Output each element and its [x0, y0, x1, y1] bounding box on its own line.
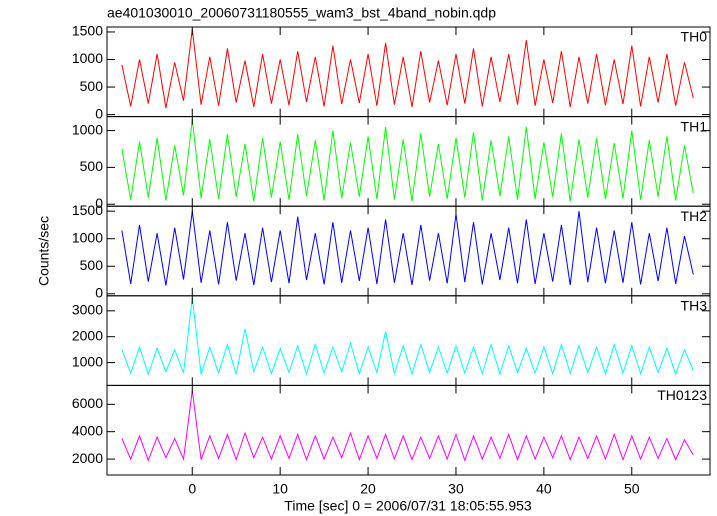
y-tick-label: 1500 [72, 23, 103, 39]
x-tick-label: 20 [360, 481, 376, 497]
chart-title: ae401030010_20060731180555_wam3_bst_4ban… [107, 5, 496, 21]
series-line [121, 211, 694, 286]
panel-label: TH1 [681, 118, 708, 134]
panel-label: TH3 [681, 298, 708, 314]
panel-frame [106, 384, 711, 476]
x-tick-label: 50 [624, 481, 640, 497]
y-tick-label: 2000 [72, 327, 103, 343]
y-tick-label: 1500 [72, 202, 103, 218]
y-tick-label: 3000 [72, 302, 103, 318]
x-tick-label: 30 [448, 481, 464, 497]
panel-label: TH2 [681, 208, 708, 224]
y-tick-label: 1000 [72, 229, 103, 245]
x-tick-label: 10 [272, 481, 288, 497]
y-tick-label: 0 [95, 195, 103, 211]
series-line [121, 297, 694, 376]
y-tick-label: 500 [80, 257, 104, 273]
y-tick-label: 4000 [72, 422, 103, 438]
y-tick-label: 1000 [72, 121, 103, 137]
x-tick-label: 40 [536, 481, 552, 497]
y-tick-label: 1000 [72, 353, 103, 369]
y-tick-label: 0 [95, 285, 103, 301]
y-tick-label: 2000 [72, 450, 103, 466]
series-line [121, 29, 694, 109]
y-tick-label: 1000 [72, 50, 103, 66]
y-tick-label: 500 [80, 78, 104, 94]
x-tick-label: 0 [188, 481, 196, 497]
y-tick-label: 0 [95, 105, 103, 121]
y-axis-label: Counts/sec [36, 216, 52, 286]
x-axis-label: Time [sec] 0 = 2006/07/31 18:05:55.953 [284, 498, 532, 514]
series-line [121, 119, 694, 202]
panel-label: TH0123 [657, 387, 707, 403]
y-tick-label: 500 [80, 158, 104, 174]
series-line [121, 390, 694, 462]
y-tick-label: 6000 [72, 395, 103, 411]
panel-label: TH0 [681, 29, 708, 45]
